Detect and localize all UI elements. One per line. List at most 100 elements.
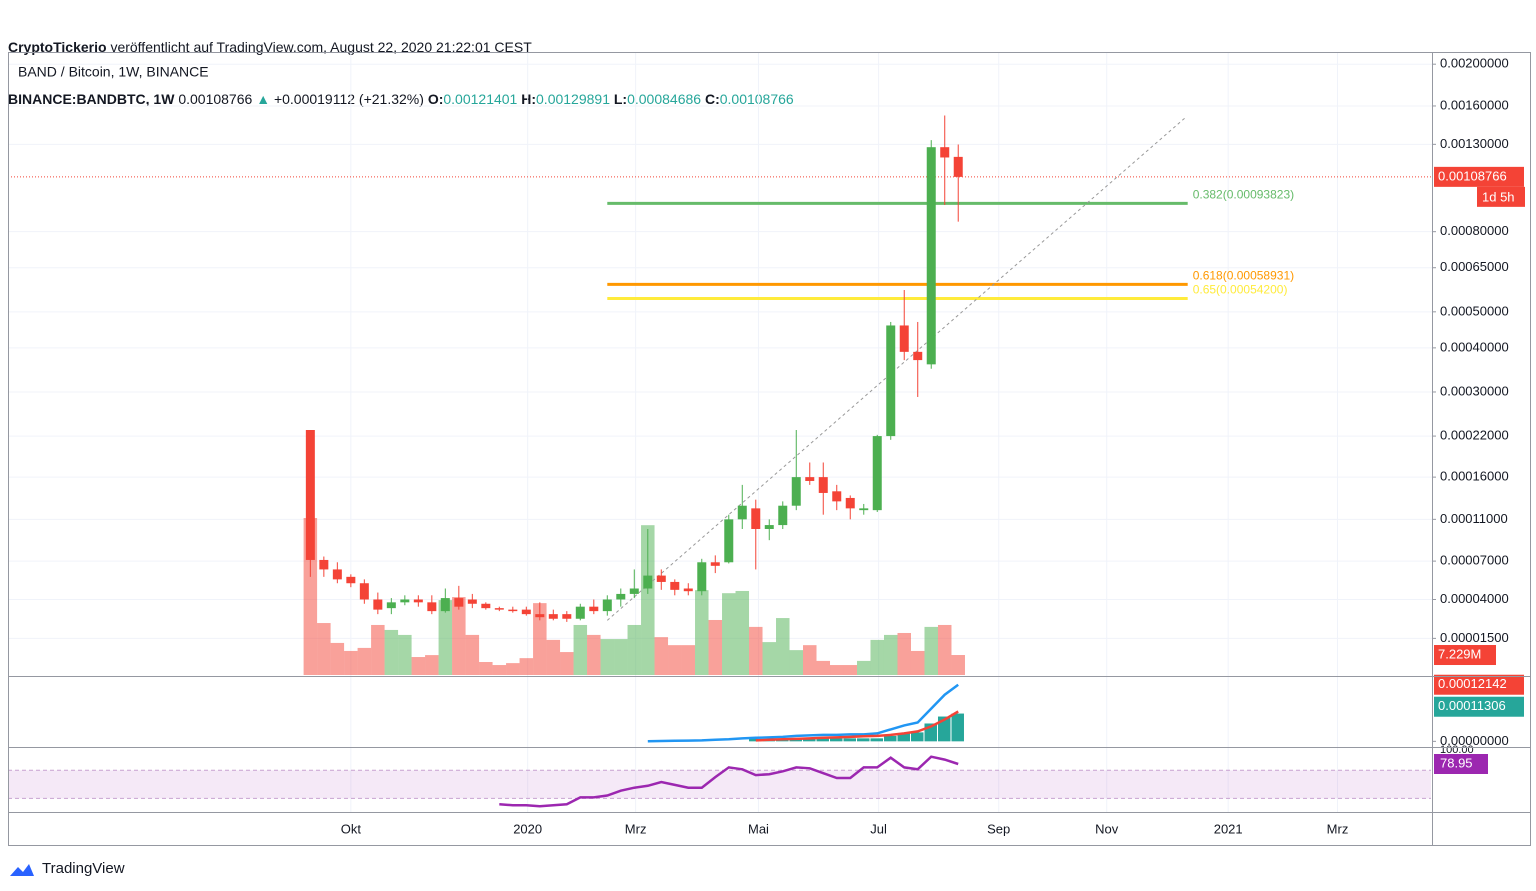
candle-body: [926, 147, 936, 365]
volume-bar: [910, 650, 925, 675]
candle-body: [427, 602, 437, 612]
candle-body: [818, 477, 828, 493]
y-tick-label: 0.00030000: [1440, 383, 1509, 398]
candle-body: [413, 599, 423, 603]
c-label: C:: [704, 91, 720, 107]
volume-bar: [560, 652, 574, 675]
volume-bar: [924, 626, 938, 675]
candle-body: [467, 599, 477, 604]
macd-tag: [1434, 674, 1524, 695]
brand[interactable]: TradingView: [42, 860, 125, 877]
volume-tag: [1434, 645, 1496, 666]
fib-label: 0.382(0.00093823): [1193, 188, 1294, 202]
candle-body: [400, 599, 410, 603]
y-tick-label: 0.00040000: [1440, 339, 1509, 354]
candle-body: [521, 609, 531, 615]
y-tick-label: 0.00065000: [1440, 259, 1509, 274]
macd-tag-label: 0.00012142: [1438, 676, 1507, 691]
volume-bar: [870, 639, 884, 675]
trend-line: [606, 117, 1186, 621]
y-tick-label: 0.00050000: [1440, 303, 1509, 318]
candle-body: [805, 477, 815, 481]
h-label: H:: [521, 91, 537, 107]
y-tick-label: 0.00004000: [1440, 591, 1509, 606]
last-price-tag: [1434, 166, 1524, 187]
volume-bar: [897, 632, 911, 675]
candle-body: [440, 598, 450, 612]
header-line-1: CryptoTickerio veröffentlicht auf Tradin…: [8, 37, 794, 57]
logo-mark: [10, 864, 34, 876]
axes: Okt 2020 Mrz Mai Jul Sep Nov 2021 Mrz 0.00200000 0…: [341, 56, 1525, 836]
countdown-label: 1d 5h: [1482, 189, 1515, 204]
candle-body: [899, 325, 909, 352]
candle-body: [616, 593, 626, 600]
volume-bar: [857, 660, 871, 675]
last-price-tag-label: 0.00108766: [1438, 168, 1507, 183]
volume-bar: [937, 624, 952, 675]
macd-pane: [647, 683, 964, 743]
candle-body: [481, 603, 491, 609]
candle-body: [535, 614, 545, 618]
volume-bar: [425, 655, 439, 675]
macd-histogram-bar: [830, 738, 843, 742]
y-tick-label: 0.00022000: [1440, 428, 1509, 443]
countdown-tag: [1477, 186, 1525, 207]
candle-body: [305, 429, 315, 560]
candle-body: [886, 325, 896, 437]
change: +0.00019112 (+21.32%): [273, 91, 424, 107]
volume-bar: [519, 658, 534, 675]
volume-bar: [465, 634, 480, 675]
macd-histogram-bar: [857, 738, 870, 742]
volume-bar: [749, 626, 763, 675]
candle-body: [832, 491, 842, 502]
volume-bar: [816, 660, 831, 675]
volume-bar: [587, 634, 601, 675]
macd-tag: [1434, 696, 1524, 717]
candle-body: [629, 588, 639, 594]
volume-bar: [344, 650, 358, 675]
author[interactable]: CryptoTickerio: [8, 39, 107, 55]
volume-bar: [452, 597, 466, 675]
macd-histogram-bar: [870, 738, 883, 742]
x-tick-label: Mai: [748, 821, 769, 836]
candle-body: [872, 436, 882, 511]
x-tick-label: Jul: [870, 821, 887, 836]
header-line-2: BINANCE:BANDBTC, 1W 0.00108766 ▲ +0.0001…: [8, 89, 794, 109]
candle-body: [859, 508, 869, 511]
close-value: 0.00108766: [719, 91, 794, 107]
macd-histogram-bar: [816, 738, 830, 742]
x-tick-label: Okt: [341, 821, 362, 836]
y-tick-label: 0.00007000: [1440, 553, 1509, 568]
candle-body: [508, 609, 518, 612]
y-tick-label: 0.00000000: [1440, 733, 1509, 748]
macd-histogram-bar: [843, 738, 857, 742]
y-tick-label: 0.00016000: [1440, 469, 1509, 484]
volume-bar: [735, 590, 750, 675]
volume-bar: [384, 629, 399, 675]
volume-bar: [438, 600, 453, 675]
volume-bar: [883, 634, 898, 675]
candle-body: [737, 505, 747, 520]
volume-bar: [546, 639, 561, 675]
y-tick-label: 0.00001500: [1440, 630, 1509, 645]
candle-body: [778, 505, 788, 526]
candle-body: [589, 606, 599, 612]
macd-histogram-bar: [951, 713, 964, 742]
volume-bar: [843, 665, 858, 675]
x-tick-label: Mrz: [625, 821, 647, 836]
volume-bar: [762, 642, 777, 675]
volume-bar: [830, 665, 844, 675]
candle-body: [683, 588, 693, 592]
candle-body: [724, 519, 734, 563]
macd-line: [755, 710, 959, 742]
low-value: 0.00084686: [627, 91, 702, 107]
volume-bar: [573, 624, 588, 675]
y-tick-label: 0.00160000: [1440, 97, 1509, 112]
y-tick-label: 0.00130000: [1440, 136, 1509, 151]
candle-body: [953, 156, 963, 177]
volume-bar: [641, 525, 655, 675]
high-value: 0.00129891: [536, 91, 610, 107]
fib-label: 0.65(0.00054200): [1193, 283, 1288, 297]
candle-body: [575, 606, 585, 619]
